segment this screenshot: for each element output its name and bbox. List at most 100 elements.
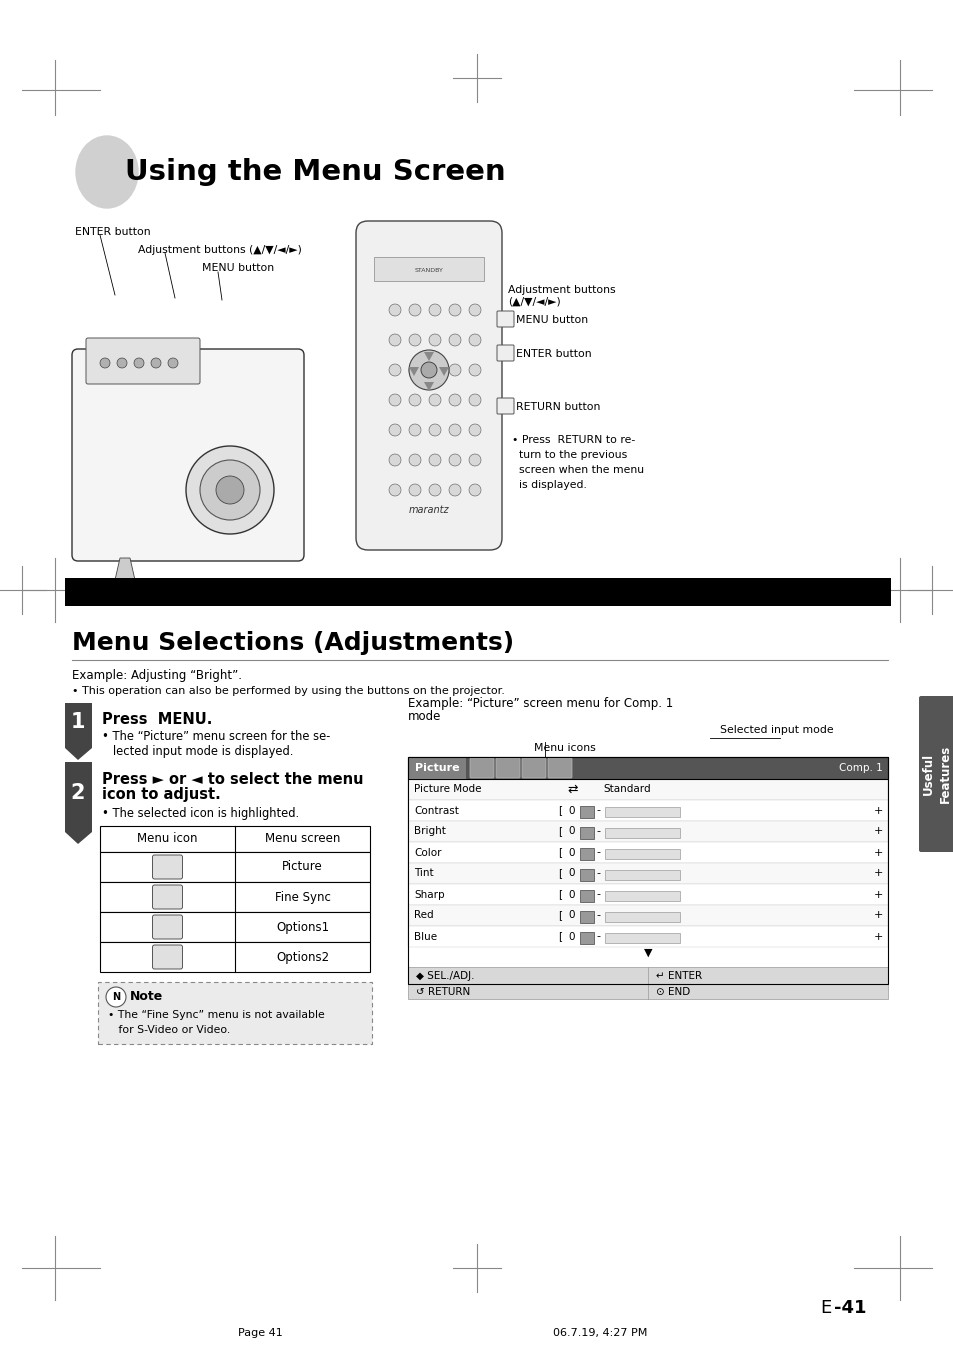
FancyBboxPatch shape [604, 869, 679, 880]
Circle shape [215, 476, 244, 504]
Text: Options2: Options2 [275, 950, 329, 964]
Circle shape [409, 484, 420, 496]
Text: ⊙ END: ⊙ END [656, 987, 690, 998]
Circle shape [469, 364, 480, 376]
FancyBboxPatch shape [604, 807, 679, 817]
FancyBboxPatch shape [408, 967, 887, 999]
Circle shape [469, 425, 480, 435]
FancyBboxPatch shape [152, 915, 182, 940]
Text: Red: Red [414, 910, 434, 921]
Text: for S-Video or Video.: for S-Video or Video. [108, 1024, 230, 1035]
FancyBboxPatch shape [408, 863, 887, 884]
Text: Press ► or ◄ to select the menu: Press ► or ◄ to select the menu [102, 771, 363, 786]
Polygon shape [423, 381, 434, 391]
FancyBboxPatch shape [496, 758, 519, 778]
FancyBboxPatch shape [579, 848, 594, 860]
Text: 2: 2 [71, 783, 85, 803]
Text: is displayed.: is displayed. [512, 480, 586, 491]
Text: E: E [820, 1299, 831, 1317]
Circle shape [429, 425, 440, 435]
Circle shape [151, 359, 161, 368]
FancyBboxPatch shape [374, 257, 483, 280]
Text: ENTER button: ENTER button [75, 226, 151, 237]
Text: 1: 1 [71, 712, 85, 732]
Polygon shape [438, 367, 449, 376]
Text: • The “Picture” menu screen for the se-: • The “Picture” menu screen for the se- [102, 731, 330, 744]
Polygon shape [65, 704, 91, 760]
Circle shape [469, 454, 480, 466]
Text: -: - [596, 806, 599, 816]
Circle shape [469, 484, 480, 496]
Text: Using the Menu Screen: Using the Menu Screen [125, 158, 505, 186]
Text: +: + [873, 931, 882, 941]
Text: • Press  RETURN to re-: • Press RETURN to re- [512, 435, 635, 445]
Text: Adjustment buttons (▲/▼/◄/►): Adjustment buttons (▲/▼/◄/►) [138, 245, 301, 255]
Text: Fine Sync: Fine Sync [274, 891, 330, 903]
FancyBboxPatch shape [100, 942, 370, 972]
Polygon shape [65, 762, 91, 844]
Text: • This operation can also be performed by using the buttons on the projector.: • This operation can also be performed b… [71, 686, 504, 696]
FancyBboxPatch shape [497, 345, 514, 361]
FancyBboxPatch shape [579, 869, 594, 882]
FancyBboxPatch shape [152, 945, 182, 969]
Text: Page 41: Page 41 [237, 1328, 282, 1339]
Circle shape [389, 305, 400, 315]
Text: -: - [596, 868, 599, 879]
Circle shape [186, 446, 274, 534]
Text: Blue: Blue [414, 931, 436, 941]
FancyBboxPatch shape [579, 828, 594, 838]
FancyBboxPatch shape [579, 931, 594, 944]
Text: -: - [596, 910, 599, 921]
Polygon shape [115, 558, 135, 580]
Circle shape [389, 394, 400, 406]
Circle shape [429, 334, 440, 346]
Circle shape [469, 305, 480, 315]
FancyBboxPatch shape [408, 779, 887, 799]
Text: Picture: Picture [282, 860, 322, 874]
Circle shape [469, 334, 480, 346]
Text: MENU button: MENU button [202, 263, 274, 274]
FancyBboxPatch shape [100, 826, 370, 852]
Text: 0: 0 [568, 910, 575, 921]
Text: RETURN button: RETURN button [516, 402, 599, 412]
Text: [: [ [558, 890, 561, 899]
Text: 0: 0 [568, 806, 575, 816]
Circle shape [409, 305, 420, 315]
FancyBboxPatch shape [408, 842, 887, 863]
Text: Tint: Tint [414, 868, 434, 879]
Text: +: + [873, 826, 882, 837]
Circle shape [389, 425, 400, 435]
Text: Options1: Options1 [275, 921, 329, 934]
Text: Standard: Standard [602, 785, 650, 794]
Text: (▲/▼/◄/►): (▲/▼/◄/►) [507, 297, 560, 307]
Circle shape [409, 394, 420, 406]
Text: Comp. 1: Comp. 1 [839, 763, 882, 772]
Text: Menu icons: Menu icons [534, 743, 596, 754]
Text: -: - [596, 931, 599, 941]
Circle shape [106, 987, 126, 1007]
FancyBboxPatch shape [355, 221, 501, 550]
FancyBboxPatch shape [579, 806, 594, 818]
FancyBboxPatch shape [100, 852, 370, 882]
Circle shape [389, 484, 400, 496]
Text: Picture Mode: Picture Mode [414, 785, 481, 794]
FancyBboxPatch shape [408, 799, 887, 821]
Text: Picture: Picture [415, 763, 458, 772]
Text: [: [ [558, 826, 561, 837]
Text: lected input mode is displayed.: lected input mode is displayed. [102, 744, 294, 758]
Text: -: - [596, 848, 599, 857]
FancyBboxPatch shape [100, 913, 370, 942]
Circle shape [429, 484, 440, 496]
Circle shape [409, 425, 420, 435]
FancyBboxPatch shape [408, 926, 887, 948]
Text: +: + [873, 806, 882, 816]
Text: [: [ [558, 931, 561, 941]
Text: STANDBY: STANDBY [415, 267, 443, 272]
Text: [: [ [558, 868, 561, 879]
Text: Menu icon: Menu icon [137, 833, 197, 845]
FancyBboxPatch shape [65, 578, 890, 607]
Text: Useful
Features: Useful Features [921, 745, 951, 803]
Text: N: N [112, 992, 120, 1002]
Text: [: [ [558, 910, 561, 921]
FancyBboxPatch shape [100, 882, 370, 913]
